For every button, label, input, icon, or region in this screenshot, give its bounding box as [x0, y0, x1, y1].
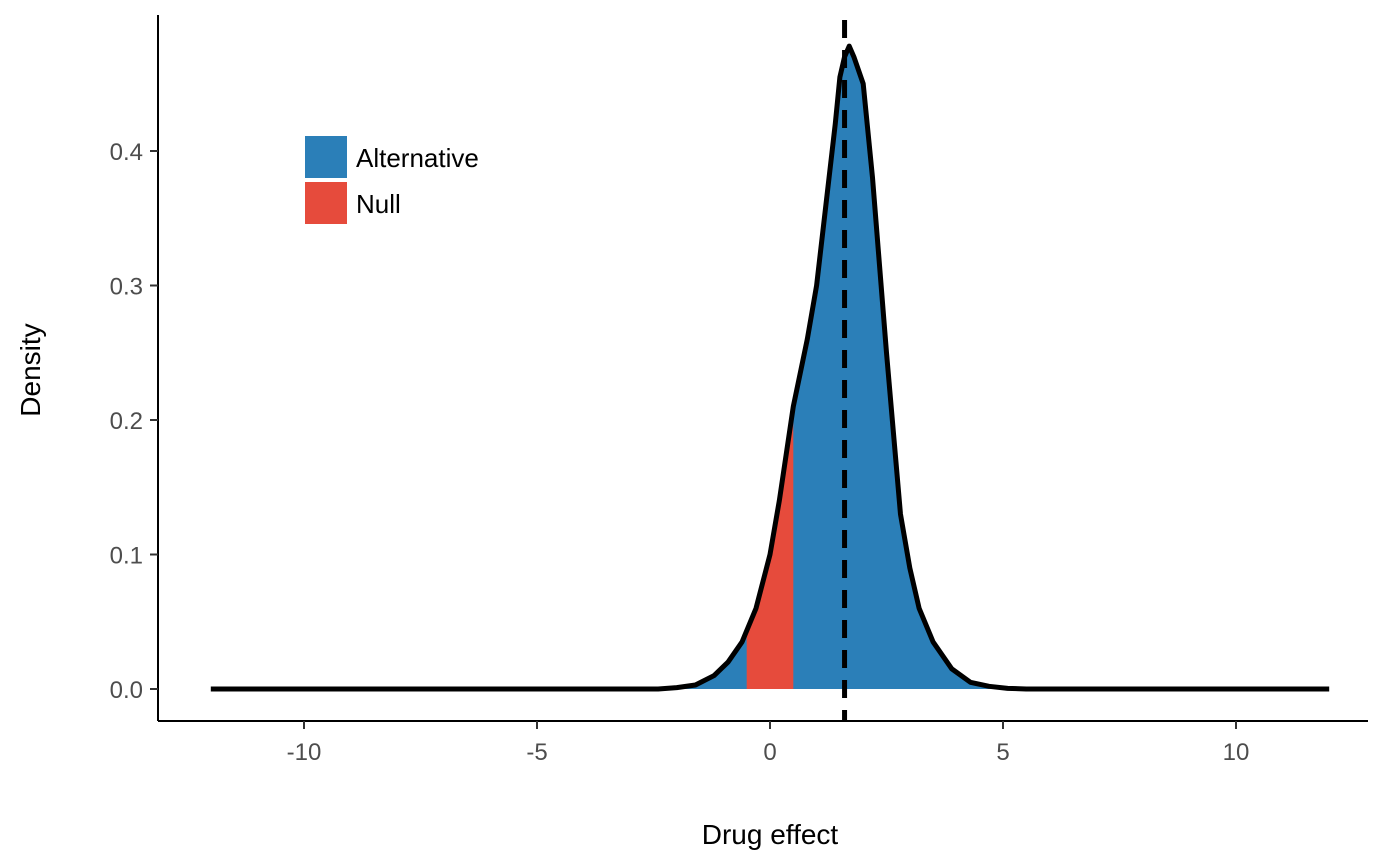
x-axis-title: Drug effect: [702, 819, 839, 850]
y-tick-label: 0.3: [110, 274, 143, 301]
x-tick-label: 0: [763, 739, 776, 766]
x-tick-label: -10: [287, 739, 322, 766]
area-null: [746, 406, 794, 689]
legend-label-null: Null: [356, 189, 401, 219]
legend-swatch-alternative: [305, 136, 347, 178]
x-tick-label: 5: [996, 739, 1009, 766]
y-tick-labels: 0.0 0.1 0.2 0.3 0.4: [110, 139, 158, 704]
legend-swatch-null: [305, 182, 347, 224]
y-axis-title: Density: [15, 323, 46, 416]
y-tick-label: 0.4: [110, 139, 143, 166]
y-tick-label: 0.0: [110, 677, 143, 704]
axes: [157, 15, 1368, 722]
y-tick-label: 0.2: [110, 408, 143, 435]
x-tick-labels: -10 -5 0 5 10: [287, 721, 1250, 766]
x-tick-label: -5: [526, 739, 547, 766]
y-tick-label: 0.1: [110, 543, 143, 570]
legend: Alternative Null: [305, 136, 479, 224]
x-tick-label: 10: [1223, 739, 1250, 766]
legend-label-alternative: Alternative: [356, 143, 479, 173]
